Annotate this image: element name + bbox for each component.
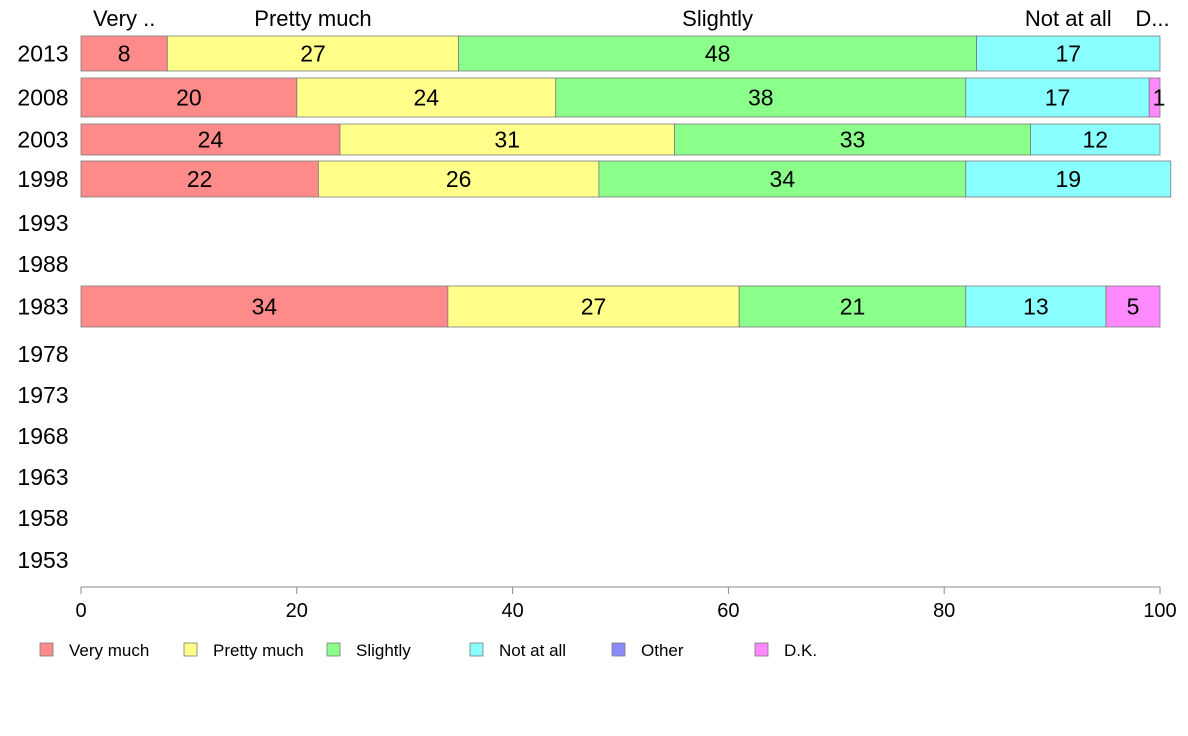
x-tick-label: 20 xyxy=(286,600,308,622)
bar-value-label: 34 xyxy=(770,166,796,192)
legend-swatch xyxy=(611,642,626,657)
x-axis: 0 20 40 60 80 100 xyxy=(75,586,1177,622)
year-label: 1953 xyxy=(17,547,68,573)
bar-value-label: 27 xyxy=(581,294,607,320)
x-tick-label: 100 xyxy=(1143,600,1176,622)
bar-value-label: 13 xyxy=(1023,294,1049,320)
bar-value-label: 8 xyxy=(118,41,131,67)
legend-swatch xyxy=(326,642,341,657)
bar-segment xyxy=(1030,123,1161,156)
top-label: Pretty much xyxy=(254,6,371,31)
bar-value-label: 17 xyxy=(1045,85,1071,111)
bar-value-label: 24 xyxy=(198,127,224,153)
year-label: 1993 xyxy=(17,210,68,236)
bar-segment xyxy=(458,35,977,72)
bar-value-label: 22 xyxy=(187,166,213,192)
bar-value-label: 19 xyxy=(1055,166,1081,192)
legend-swatch xyxy=(469,642,484,657)
bar-segment xyxy=(1105,285,1161,328)
legend-swatch xyxy=(39,642,54,657)
year-rows: 2013 8 27 48 17 2008 20 24 38 17 1 2003 24 31 33 12 1998… xyxy=(17,35,1172,573)
bar-value-label: 33 xyxy=(840,127,866,153)
year-label: 1983 xyxy=(17,294,68,320)
year-label: 1968 xyxy=(17,423,68,449)
bar-value-label: 21 xyxy=(840,294,866,320)
year-label: 1958 xyxy=(17,505,68,531)
bar-segment xyxy=(965,77,1150,118)
bar-segment xyxy=(80,77,298,118)
legend-label: D.K. xyxy=(784,641,817,660)
bar-segment xyxy=(1148,77,1161,118)
year-label: 2008 xyxy=(17,85,68,111)
bar-segment xyxy=(976,35,1161,72)
legend-swatch xyxy=(754,642,769,657)
year-label: 1998 xyxy=(17,166,68,192)
year-label: 1963 xyxy=(17,464,68,490)
bar-segment xyxy=(317,160,600,198)
legend-label: Pretty much xyxy=(213,641,304,660)
top-label: Very .. xyxy=(93,6,155,31)
bar-value-label: 38 xyxy=(748,85,774,111)
legend-label: Not at all xyxy=(499,641,566,660)
year-label: 1978 xyxy=(17,341,68,367)
legend-swatch xyxy=(183,642,198,657)
legend-label: Other xyxy=(641,641,684,660)
bar-segment xyxy=(80,123,341,156)
bar-value-label: 31 xyxy=(494,127,520,153)
top-category-labels: Very .. Pretty much Slightly Not at all D... xyxy=(93,6,1170,31)
bar-segment xyxy=(80,160,319,198)
bar-value-label: 20 xyxy=(176,85,202,111)
year-label: 1988 xyxy=(17,251,68,277)
bar-segment xyxy=(555,77,967,118)
bar-value-label: 1 xyxy=(1153,85,1166,111)
x-tick-label: 40 xyxy=(501,600,523,622)
x-tick-label: 60 xyxy=(717,600,739,622)
x-tick-label: 80 xyxy=(933,600,955,622)
bar-segment xyxy=(965,160,1172,198)
bar-segment xyxy=(447,285,740,328)
bar-segment xyxy=(738,285,967,328)
bar-value-label: 5 xyxy=(1127,294,1140,320)
bar-value-label: 48 xyxy=(705,41,731,67)
bar-value-label: 17 xyxy=(1055,41,1081,67)
bar-segment xyxy=(296,77,557,118)
legend: Very much Pretty much Slightly Not at all Ot… xyxy=(39,641,817,660)
legend-label: Slightly xyxy=(356,641,411,660)
bar-segment xyxy=(339,123,675,156)
bar-value-label: 27 xyxy=(300,41,326,67)
top-label: Slightly xyxy=(682,6,753,31)
legend-label: Very much xyxy=(69,641,149,660)
x-tick-label: 0 xyxy=(75,600,86,622)
bar-segment xyxy=(166,35,460,72)
bar-segment xyxy=(80,35,168,72)
bar-segment xyxy=(598,160,967,198)
bar-value-label: 24 xyxy=(413,85,439,111)
year-label: 2003 xyxy=(17,127,68,153)
year-label: 1973 xyxy=(17,382,68,408)
bar-value-label: 34 xyxy=(252,294,278,320)
year-label: 2013 xyxy=(17,41,68,67)
bar-segment xyxy=(674,123,1031,156)
top-label: D... xyxy=(1135,6,1169,31)
top-label: Not at all xyxy=(1025,6,1112,31)
bar-value-label: 26 xyxy=(446,166,472,192)
bar-value-label: 12 xyxy=(1082,127,1108,153)
